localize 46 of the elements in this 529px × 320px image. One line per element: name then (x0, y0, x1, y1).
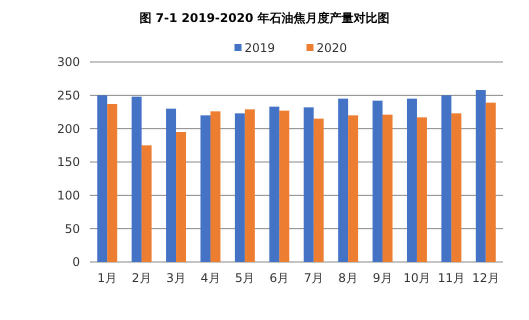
bar (451, 113, 462, 262)
x-tick-label: 12月 (472, 271, 500, 285)
x-tick-label: 11月 (438, 271, 466, 285)
y-tick-label: 300 (57, 55, 80, 70)
bar (314, 118, 324, 262)
bar (142, 145, 152, 262)
bar (107, 104, 118, 262)
x-tick-label: 6月 (269, 271, 290, 285)
bar (210, 111, 220, 262)
y-tick-label: 200 (57, 122, 80, 136)
x-tick-label: 5月 (235, 271, 255, 285)
bar (441, 95, 452, 262)
x-tick-label: 4月 (200, 271, 220, 285)
legend-label: 2019 (244, 41, 276, 56)
x-tick-label: 8月 (338, 271, 358, 285)
bar (348, 115, 358, 262)
y-tick-label: 150 (57, 155, 80, 170)
x-tick-label: 10月 (403, 271, 431, 285)
bar (372, 100, 383, 262)
x-tick-label: 7月 (304, 271, 324, 285)
bar (304, 107, 314, 262)
bar (234, 113, 245, 262)
x-tick-label: 3月 (166, 271, 186, 285)
bar (97, 95, 108, 262)
y-tick-label: 50 (64, 222, 80, 236)
bar (416, 117, 427, 262)
bar (338, 98, 348, 262)
bar (382, 114, 393, 262)
bar (269, 106, 280, 262)
bar (406, 98, 417, 262)
legend-label: 2020 (316, 41, 348, 56)
x-tick-label: 1月 (97, 271, 118, 285)
y-tick-label: 0 (72, 255, 80, 270)
bar (279, 110, 290, 262)
bar (200, 115, 210, 262)
chart-title: 图 7-1 2019-2020 年石油焦月度产量对比图 (140, 11, 390, 25)
y-tick-label: 250 (57, 88, 80, 103)
bar (244, 109, 255, 262)
bar (476, 90, 486, 262)
bar (486, 102, 496, 262)
x-tick-label: 9月 (372, 271, 392, 285)
bar (166, 108, 176, 262)
x-tick-label: 2月 (132, 271, 152, 285)
y-tick-label: 100 (57, 188, 80, 203)
bar (132, 96, 142, 262)
bar (176, 132, 186, 262)
